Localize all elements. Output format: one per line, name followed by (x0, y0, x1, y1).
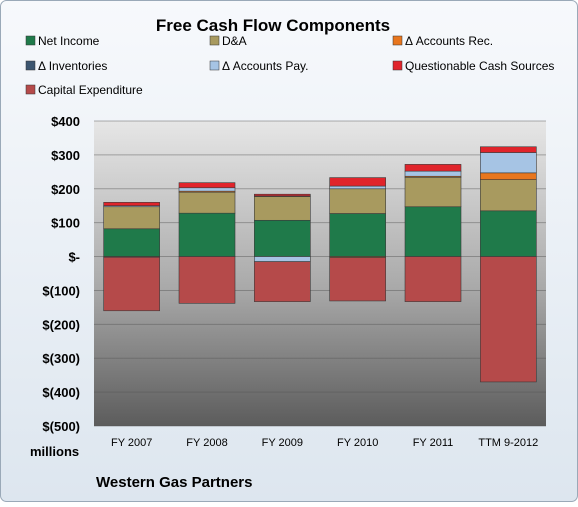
bar-d-a-fy-2011 (404, 176, 462, 208)
x-tick-label: FY 2011 (413, 437, 454, 449)
legend-swatch-d-a (209, 35, 220, 46)
x-tick-label: FY 2009 (262, 437, 303, 449)
gridlines (94, 120, 546, 427)
legend-swatch-accounts-pay (209, 60, 220, 71)
x-tick-label: FY 2007 (111, 437, 152, 449)
y-tick-label: $- (68, 250, 80, 265)
legend-swatch-capital-expenditure (25, 84, 36, 95)
bar-capital-expenditure-fy-2010 (329, 257, 386, 302)
bar-d-a-fy-2009 (254, 196, 311, 221)
bar-net-income-fy-2010 (329, 213, 386, 257)
legend: Net Income D&A Δ Accounts Rec. Δ Inventorie… (25, 34, 554, 97)
unit-label: millions (30, 444, 79, 459)
y-tick-label: $(400) (42, 385, 80, 400)
bar-questionable-cash-sources-fy-2007 (103, 202, 160, 207)
legend-label-questionable-cash-sources: Questionable Cash Sources (405, 59, 554, 73)
bar-questionable-cash-sources-fy-2009 (254, 193, 311, 197)
bar-capital-expenditure-ttm-9-2012 (480, 256, 537, 383)
bar-accounts-pay-ttm-9-2012 (480, 152, 537, 174)
bars (103, 146, 537, 383)
bar-questionable-cash-sources-ttm-9-2012 (480, 146, 537, 153)
bar-capital-expenditure-fy-2011 (404, 256, 462, 302)
bar-d-a-ttm-9-2012 (480, 179, 537, 212)
legend-label-net-income: Net Income (38, 34, 100, 48)
bar-accounts-pay-fy-2008 (178, 187, 236, 192)
bar-net-income-fy-2007 (103, 228, 160, 257)
legend-swatch-net-income (25, 35, 36, 46)
bar-accounts-pay-fy-2010 (329, 185, 386, 190)
y-tick-label: $(300) (42, 351, 80, 366)
bar-d-a-fy-2007 (103, 206, 160, 230)
legend-label-capital-expenditure: Capital Expenditure (38, 83, 143, 97)
bar-accounts-pay-fy-2011 (404, 170, 462, 177)
legend-label-accounts-rec: Δ Accounts Rec. (405, 34, 493, 48)
bar-d-a-fy-2010 (329, 188, 386, 214)
bar-capital-expenditure-fy-2009 (254, 261, 311, 302)
bar-capital-expenditure-fy-2008 (178, 256, 236, 304)
bar-net-income-fy-2011 (404, 206, 462, 257)
bar-net-income-fy-2008 (178, 212, 236, 257)
bar-questionable-cash-sources-fy-2010 (329, 177, 386, 187)
x-axis: FY 2007 FY 2008 FY 2009 FY 2010 FY 2011 TTM 9… (111, 437, 538, 449)
bar-accounts-pay-fy-2009 (254, 256, 311, 262)
y-tick-label: $400 (51, 114, 80, 129)
legend-label-accounts-pay: Δ Accounts Pay. (222, 59, 309, 73)
bar-accounts-rec-ttm-9-2012 (480, 172, 537, 180)
x-tick-label: FY 2008 (186, 437, 227, 449)
y-tick-label: $(200) (42, 317, 80, 332)
bar-net-income-ttm-9-2012 (480, 210, 537, 257)
chart-title: Free Cash Flow Components (156, 16, 390, 35)
y-tick-label: $100 (51, 216, 80, 231)
legend-swatch-questionable-cash-sources (392, 60, 403, 71)
y-tick-label: $(100) (42, 283, 80, 298)
footer-label: Western Gas Partners (96, 474, 252, 491)
y-tick-label: $200 (51, 182, 80, 197)
x-tick-label: TTM 9-2012 (478, 437, 538, 449)
legend-label-d-a: D&A (222, 34, 247, 48)
bar-questionable-cash-sources-fy-2011 (404, 164, 462, 172)
plot-area (94, 121, 546, 426)
bar-d-a-fy-2008 (178, 191, 236, 214)
bar-capital-expenditure-fy-2007 (103, 256, 160, 312)
y-tick-label: $(500) (42, 419, 80, 434)
bar-net-income-fy-2009 (254, 219, 311, 257)
x-tick-label: FY 2010 (337, 437, 378, 449)
y-axis: $400 $300 $200 $100 $- $(100) $(200) $(300) $(40… (42, 114, 80, 434)
legend-label-inventories: Δ Inventories (38, 59, 107, 73)
y-tick-label: $300 (51, 148, 80, 163)
legend-swatch-inventories (25, 60, 36, 71)
bar-questionable-cash-sources-fy-2008 (178, 182, 236, 189)
legend-swatch-accounts-rec (392, 35, 403, 46)
